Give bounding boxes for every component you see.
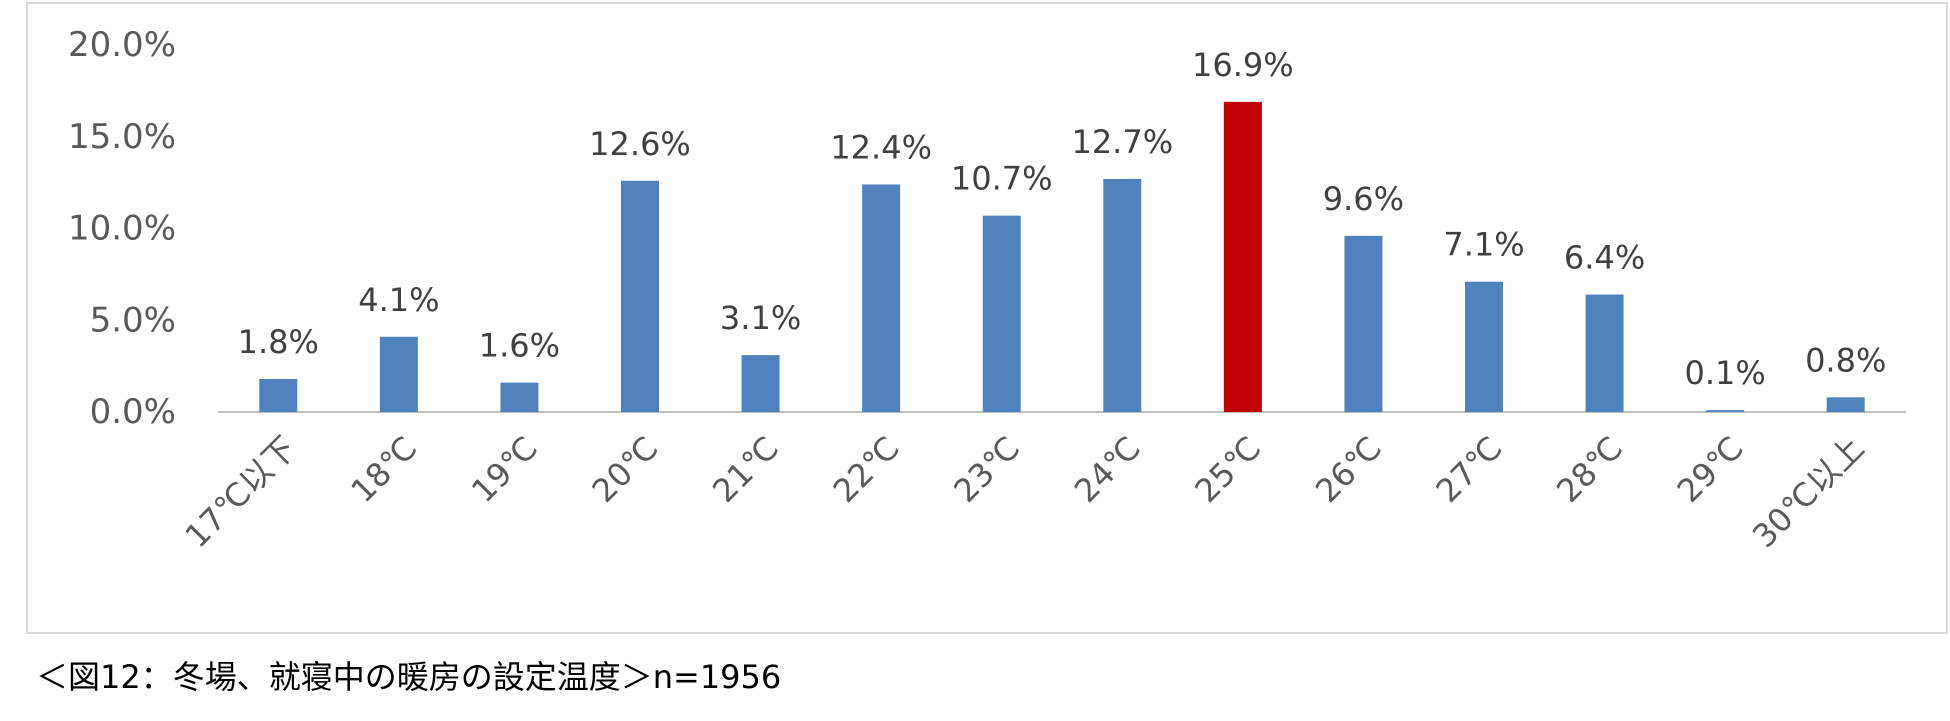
bar [500,382,539,412]
bar [1585,294,1624,412]
y-tick-label: 10.0% [68,209,176,249]
bar [1706,410,1745,412]
data-label: 12.6% [589,125,691,163]
bar-chart: 0.0% 5.0% 10.0% 15.0% 20.0% 1.8% 17℃以下 4.1% 18℃ 1… [68,25,1906,555]
x-tick-label: 22℃ [826,429,907,510]
x-tick-label: 27℃ [1429,429,1510,510]
data-label: 10.7% [951,160,1053,198]
data-label: 9.6% [1323,180,1404,218]
bar [862,184,901,412]
data-label: 0.1% [1684,354,1765,392]
bar [1103,178,1142,412]
bar [741,355,780,412]
x-tick-label: 28℃ [1549,429,1630,510]
data-label: 12.7% [1071,123,1173,161]
data-label: 6.4% [1564,239,1645,277]
data-label: 0.8% [1805,341,1886,379]
y-tick-label: 0.0% [90,392,176,432]
x-tick-label: 20℃ [585,429,666,510]
y-tick-label: 5.0% [90,300,176,340]
data-label: 4.1% [358,281,439,319]
x-tick-label: 29℃ [1670,429,1751,510]
y-tick-label: 20.0% [68,25,176,65]
bar [1465,281,1503,412]
x-tick-label: 30℃以上 [1745,429,1871,555]
y-tick-label: 15.0% [68,117,176,157]
data-label: 12.4% [830,128,932,166]
bar [982,215,1021,412]
bar [379,336,418,412]
x-tick-label: 17℃以下 [178,429,304,555]
bar [1344,235,1383,412]
bar [621,180,659,412]
x-tick-label: 24℃ [1067,429,1148,510]
bar [259,378,298,412]
x-tick-label: 23℃ [946,429,1027,510]
data-label: 1.8% [238,323,319,361]
x-tick-label: 21℃ [705,429,786,510]
bar [1826,397,1865,412]
x-tick-label: 25℃ [1187,429,1268,510]
data-label: 3.1% [720,299,801,337]
x-tick-label: 26℃ [1308,429,1389,510]
chart-caption: ＜図12：冬場、就寝中の暖房の設定温度＞n=1956 [36,658,782,696]
data-label: 16.9% [1192,46,1294,84]
x-tick-label: 18℃ [343,429,424,510]
x-tick-label: 19℃ [464,429,545,510]
data-label: 1.6% [479,327,560,365]
data-label: 7.1% [1443,226,1524,264]
bar [1223,101,1262,412]
